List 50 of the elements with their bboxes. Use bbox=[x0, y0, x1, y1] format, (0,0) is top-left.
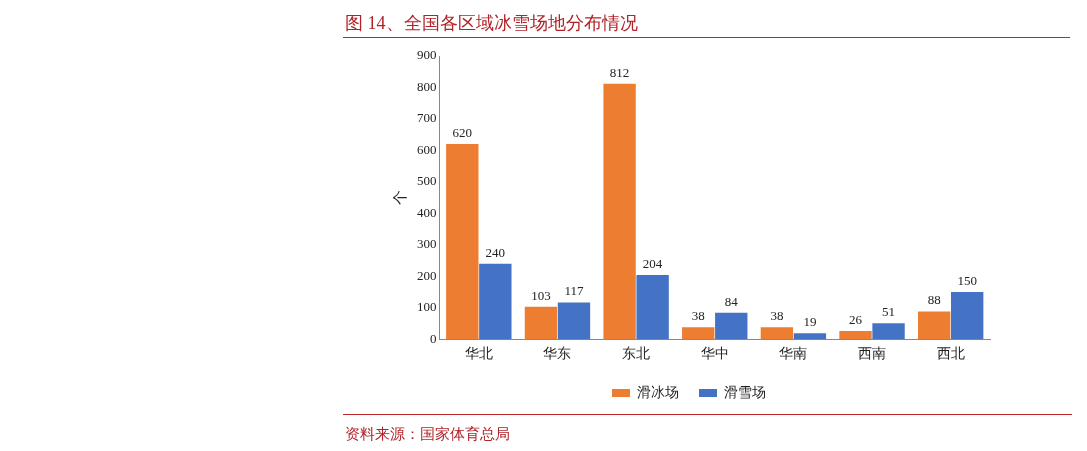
bar bbox=[636, 275, 669, 340]
data-label: 240 bbox=[485, 244, 506, 260]
data-label: 84 bbox=[724, 293, 739, 309]
data-label: 150 bbox=[957, 272, 977, 288]
legend-label: 滑雪场 bbox=[724, 383, 766, 400]
data-label: 620 bbox=[452, 125, 473, 141]
bar bbox=[479, 263, 512, 340]
data-label: 117 bbox=[564, 283, 584, 299]
data-label: 19 bbox=[803, 314, 817, 330]
text: 资料来源：国家体育总局 bbox=[343, 414, 1072, 444]
bar bbox=[557, 302, 591, 340]
data-label: 51 bbox=[882, 304, 896, 320]
data-label: 38 bbox=[691, 308, 705, 324]
bar bbox=[524, 306, 558, 340]
bar bbox=[951, 292, 984, 340]
y-tick-label: 500 bbox=[417, 173, 437, 189]
bar bbox=[446, 144, 479, 340]
y-tick-label: 200 bbox=[417, 267, 437, 283]
y-tick-label: 400 bbox=[417, 204, 437, 220]
bar bbox=[793, 333, 827, 340]
y-tick-label: 800 bbox=[417, 78, 437, 94]
bar bbox=[682, 327, 715, 340]
y-tick-label: 300 bbox=[417, 236, 437, 252]
y-tick-label: 600 bbox=[417, 141, 437, 157]
y-tick-label: 900 bbox=[417, 47, 437, 63]
data-label: 88 bbox=[927, 292, 941, 308]
y-tick-label: 0 bbox=[430, 330, 437, 346]
data-label: 38 bbox=[770, 308, 784, 324]
bar bbox=[839, 331, 872, 340]
x-tick-label: 西北 bbox=[936, 345, 965, 362]
data-label: 204 bbox=[642, 255, 663, 271]
y-tick-label: 100 bbox=[417, 299, 437, 315]
x-tick-label: 东北 bbox=[622, 345, 651, 362]
data-label: 26 bbox=[849, 311, 863, 327]
legend-label: 滑冰场 bbox=[637, 383, 679, 400]
x-tick-label: 华南 bbox=[779, 345, 808, 362]
bar bbox=[715, 312, 748, 340]
x-tick-label: 西南 bbox=[858, 345, 887, 362]
bar bbox=[872, 323, 905, 340]
bar bbox=[917, 311, 951, 340]
chart-title: 图 14、全国各区域冰雪场地分布情况 bbox=[343, 8, 1070, 38]
y-tick-label: 700 bbox=[417, 110, 437, 126]
x-tick-label: 华北 bbox=[464, 345, 493, 362]
x-tick-label: 华中 bbox=[700, 345, 729, 362]
y-axis-title: 个 bbox=[391, 190, 409, 206]
x-tick-label: 华东 bbox=[543, 345, 572, 362]
bar bbox=[760, 327, 794, 340]
data-label: 812 bbox=[609, 64, 630, 80]
bar bbox=[603, 83, 636, 340]
data-label: 103 bbox=[531, 287, 551, 303]
